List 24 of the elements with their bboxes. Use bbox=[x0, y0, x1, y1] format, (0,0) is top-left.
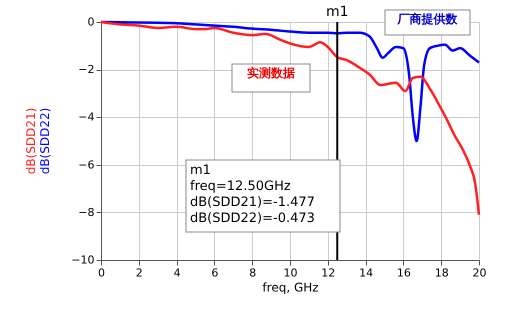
x-tick-label: 10 bbox=[284, 266, 298, 280]
text: dB(SDD22) bbox=[38, 108, 52, 174]
ref-line-label: m1 bbox=[326, 4, 349, 20]
x-tick-label: 14 bbox=[359, 266, 374, 280]
x-tick-label: 2 bbox=[136, 266, 143, 280]
x-tick-label: 12 bbox=[321, 266, 336, 280]
text: dB(SDD21) bbox=[24, 108, 38, 174]
y-tick-label: −8 bbox=[78, 206, 94, 219]
x-tick-label: 20 bbox=[472, 266, 486, 280]
y-tick-label: −2 bbox=[78, 63, 94, 76]
x-tick-label: 16 bbox=[396, 266, 411, 280]
x-axis-title: freq, GHz bbox=[262, 280, 319, 294]
y-tick-label: −4 bbox=[78, 110, 94, 124]
x-tick-label: 4 bbox=[174, 266, 181, 280]
annotation: m1 freq=12.50GHz dB(SDD21)=-1.477 dB(SDD22)=-0.473 bbox=[190, 163, 315, 226]
x-tick-label: 0 bbox=[98, 266, 105, 280]
x-tick-label: 8 bbox=[249, 266, 256, 280]
y-tick-label: 0 bbox=[88, 16, 94, 28]
y-tick-label: −6 bbox=[78, 158, 94, 172]
x-tick-label: 6 bbox=[211, 266, 218, 280]
x-tick-label: 18 bbox=[434, 266, 449, 280]
annotation: 厂商提供数 bbox=[396, 12, 458, 26]
annotation: 实测数据 bbox=[247, 66, 295, 80]
y-tick-label: −10 bbox=[71, 254, 94, 266]
